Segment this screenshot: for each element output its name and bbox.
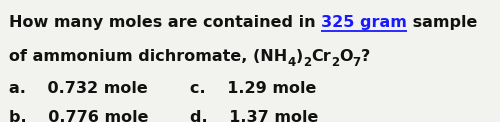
Text: 4: 4 bbox=[287, 56, 296, 69]
Text: ): ) bbox=[296, 49, 303, 64]
Text: 325 gram: 325 gram bbox=[321, 15, 407, 30]
Text: O: O bbox=[339, 49, 352, 64]
Text: b.  0.776 mole: b. 0.776 mole bbox=[9, 110, 148, 122]
Text: sample: sample bbox=[407, 15, 478, 30]
Text: a.  0.732 mole: a. 0.732 mole bbox=[9, 81, 148, 96]
Text: 2: 2 bbox=[303, 56, 311, 69]
Text: d.  1.37 mole: d. 1.37 mole bbox=[190, 110, 318, 122]
Text: ?: ? bbox=[360, 49, 370, 64]
Text: c.  1.29 mole: c. 1.29 mole bbox=[190, 81, 316, 96]
Text: 2: 2 bbox=[330, 56, 339, 69]
Text: 7: 7 bbox=[352, 56, 360, 69]
Text: How many moles are contained in: How many moles are contained in bbox=[9, 15, 321, 30]
Text: Cr: Cr bbox=[311, 49, 330, 64]
Text: of ammonium dichromate, (NH: of ammonium dichromate, (NH bbox=[9, 49, 287, 64]
